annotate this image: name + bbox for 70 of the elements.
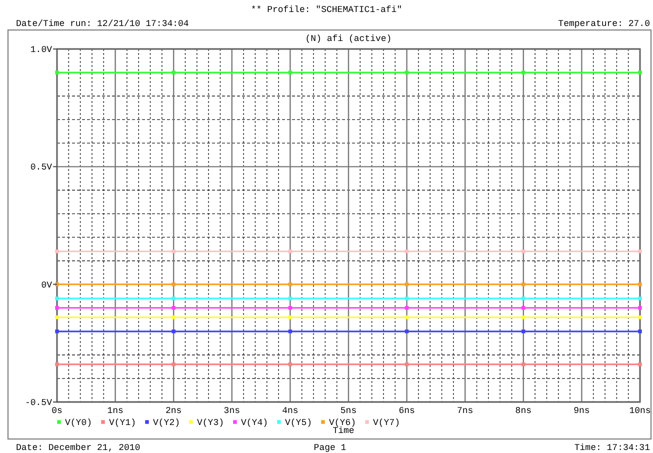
legend-label: V(Y4) xyxy=(241,418,268,428)
point xyxy=(55,362,59,366)
text: Date/Time run: 12/21/10 17:34:04 xyxy=(16,19,189,29)
point xyxy=(522,70,526,74)
x-tick-label: 0s xyxy=(52,406,62,416)
legend-label: V(Y3) xyxy=(197,418,224,428)
x-tick-label: 7ns xyxy=(457,406,474,416)
x-tick-label: 2ns xyxy=(166,406,182,416)
x-tick-label: 1ns xyxy=(107,406,124,416)
point xyxy=(55,330,59,334)
text: Temperature: 27.0 xyxy=(558,19,650,29)
y-tick-label: 0V xyxy=(41,280,53,290)
legend-label: V(Y7) xyxy=(373,418,400,428)
point xyxy=(172,315,176,320)
text: Page 1 xyxy=(314,443,346,453)
x-tick-label: 4ns xyxy=(282,406,298,416)
point xyxy=(522,362,526,366)
point xyxy=(522,315,526,320)
x-tick-label: 5ns xyxy=(340,406,357,416)
point xyxy=(55,250,59,254)
point xyxy=(522,306,526,310)
legend-label: V(Y1) xyxy=(109,418,136,428)
chart-subtitle: (N) afi (active) xyxy=(305,34,392,44)
x-tick-label: 6ns xyxy=(398,406,415,416)
point xyxy=(288,296,292,300)
legend-label: V(Y0) xyxy=(65,418,92,428)
point xyxy=(522,250,526,254)
point xyxy=(404,296,409,300)
point xyxy=(172,296,176,300)
point xyxy=(522,296,526,300)
point xyxy=(288,70,292,74)
point xyxy=(522,330,526,334)
x-tick-label: 10ns xyxy=(629,406,651,416)
chart-title: ** Profile: "SCHEMATIC1-afi" xyxy=(250,5,402,15)
point xyxy=(288,330,292,334)
point xyxy=(172,250,176,254)
y-tick-label: -0.5V xyxy=(24,398,53,408)
legend-label: V(Y5) xyxy=(285,418,312,428)
point xyxy=(55,296,59,300)
x-tick-label: 3ns xyxy=(224,406,240,416)
point xyxy=(172,362,176,366)
x-axis-title: Time xyxy=(332,426,354,436)
point xyxy=(404,70,409,74)
point xyxy=(55,70,59,74)
point xyxy=(172,70,176,74)
legend-label: V(Y6) xyxy=(329,418,356,428)
point xyxy=(638,330,642,334)
point xyxy=(638,306,642,310)
point xyxy=(638,296,642,300)
text: Time: 17:34:31 xyxy=(574,443,650,453)
point xyxy=(55,315,59,320)
legend-label: V(Y2) xyxy=(153,418,180,428)
point xyxy=(638,70,642,74)
point xyxy=(638,315,642,320)
y-tick-label: 1.0V xyxy=(30,45,53,55)
point xyxy=(172,282,176,286)
x-tick-label: 9ns xyxy=(574,406,590,416)
point xyxy=(638,282,642,286)
point xyxy=(172,330,176,334)
point xyxy=(638,250,642,254)
point xyxy=(404,330,409,334)
point xyxy=(638,362,642,366)
point xyxy=(288,250,292,254)
point xyxy=(172,306,176,310)
point xyxy=(522,282,526,286)
point xyxy=(55,306,59,310)
point xyxy=(404,250,409,254)
x-tick-label: 8ns xyxy=(515,406,532,416)
text: Date: December 21, 2010 xyxy=(16,443,140,453)
y-tick-label: 0.5V xyxy=(30,162,53,173)
